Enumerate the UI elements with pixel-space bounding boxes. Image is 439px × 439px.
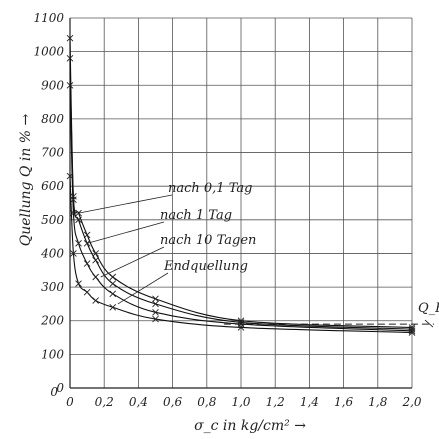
marker-stroke <box>66 34 74 42</box>
marker-stroke <box>83 288 91 296</box>
marker-stroke <box>83 231 91 239</box>
marker-stroke <box>70 196 77 203</box>
marker-stroke <box>109 273 117 281</box>
marker-stroke <box>70 209 77 217</box>
x-tick-label: 0,4 <box>129 395 148 409</box>
data-point <box>92 256 99 264</box>
marker-stroke <box>152 308 159 316</box>
data-point <box>92 273 99 281</box>
annotation-label: nach 10 Tagen <box>160 233 256 248</box>
data-point <box>92 250 99 257</box>
data-point <box>75 216 82 224</box>
x-tick-label: 1,6 <box>334 395 353 409</box>
data-point <box>408 329 416 336</box>
data-point <box>92 297 99 304</box>
x-tick-label: 0 <box>66 395 74 409</box>
y-axis-label: Quellung Q in % → <box>18 113 34 246</box>
marker-stroke <box>92 273 99 281</box>
origin-label: 0 <box>50 385 58 399</box>
annotations: nach 0,1 Tag nach 1 Tag nach 10 Tagen Endqu… <box>78 181 256 305</box>
data-point <box>83 288 91 296</box>
marker-stroke <box>75 280 82 288</box>
x-axis-label: σ_c in kg/cm² → <box>194 418 306 434</box>
x-tick-label: 2,0 <box>401 395 421 409</box>
data-point <box>70 196 77 203</box>
y-tick-label: 800 <box>41 112 64 126</box>
marker-stroke <box>109 303 117 311</box>
series-line-3 <box>69 176 413 334</box>
marker-stroke <box>237 324 245 331</box>
annotation-leader <box>117 272 169 305</box>
y-tick-label: 100 <box>41 347 64 361</box>
data-point <box>83 260 91 267</box>
data-point <box>237 324 245 331</box>
marker-stroke <box>66 81 74 89</box>
data-point <box>66 55 74 62</box>
data-point <box>109 280 117 288</box>
data-point <box>75 280 82 288</box>
data-point <box>152 295 159 303</box>
y-tick-label: 600 <box>41 179 64 193</box>
data-point <box>66 81 74 89</box>
annotation-leader <box>78 194 173 214</box>
y-tick-label: 1000 <box>33 45 64 59</box>
marker-stroke <box>75 216 82 224</box>
y-tick-label: 200 <box>40 314 64 328</box>
marker-stroke <box>152 300 159 308</box>
marker-stroke <box>66 55 74 62</box>
data-point <box>109 303 117 311</box>
annotation-label: Endquellung <box>163 259 248 274</box>
data-point <box>83 231 91 239</box>
marker-stroke <box>408 329 416 336</box>
marker-stroke <box>75 240 82 247</box>
x-tick-label: 1,0 <box>231 395 250 409</box>
marker-stroke <box>408 327 416 335</box>
data-point <box>109 290 117 298</box>
marker-stroke <box>92 250 99 257</box>
data-point <box>152 300 159 308</box>
marker-stroke <box>152 315 159 323</box>
marker-stroke <box>83 260 91 267</box>
y-tick-label: 400 <box>40 246 64 260</box>
marker-stroke <box>66 172 74 180</box>
annotation-leader <box>100 246 165 278</box>
y-tick-label: 300 <box>41 280 64 294</box>
tick-labels: 0 0,2 0,4 0,6 0,8 1,0 1,2 1,4 1,6 1,8 2,0 0 100 200 30… <box>33 11 421 409</box>
x-tick-label: 1,2 <box>266 395 285 409</box>
reference-marker <box>424 319 434 328</box>
x-tick-label: 1,4 <box>300 395 319 409</box>
x-tick-label: 0,2 <box>95 395 114 409</box>
marker-stroke <box>152 295 159 303</box>
marker-stroke <box>109 280 117 288</box>
y-tick-label: 900 <box>41 78 64 92</box>
grid <box>69 17 413 389</box>
annotation-leader <box>86 221 165 244</box>
data-point <box>408 327 416 335</box>
x-tick-label: 0,8 <box>197 395 216 409</box>
y-tick-label: 500 <box>41 213 64 227</box>
y-tick-label: 700 <box>41 146 64 160</box>
annotation-label: nach 0,1 Tag <box>168 181 252 196</box>
data-point <box>66 172 74 180</box>
data-point <box>70 250 77 257</box>
marker-stroke <box>70 250 77 257</box>
reference-label: Q_E <box>418 301 439 316</box>
annotation-label: nach 1 Tag <box>160 208 232 223</box>
x-tick-label: 0,6 <box>163 395 182 409</box>
series-markers <box>66 34 416 336</box>
data-point <box>152 315 159 323</box>
reference-line: Q_E <box>223 301 439 328</box>
data-point <box>109 273 117 281</box>
marker-stroke <box>109 290 117 298</box>
data-point <box>70 209 77 217</box>
data-point <box>66 34 74 42</box>
x-tick-label: 1,8 <box>368 395 387 409</box>
marker-stroke <box>92 256 99 264</box>
y-tick-label: 0 <box>56 381 64 395</box>
data-point <box>75 240 82 247</box>
data-point <box>152 308 159 316</box>
y-tick-label: 1100 <box>33 11 64 25</box>
marker-stroke <box>92 297 99 304</box>
